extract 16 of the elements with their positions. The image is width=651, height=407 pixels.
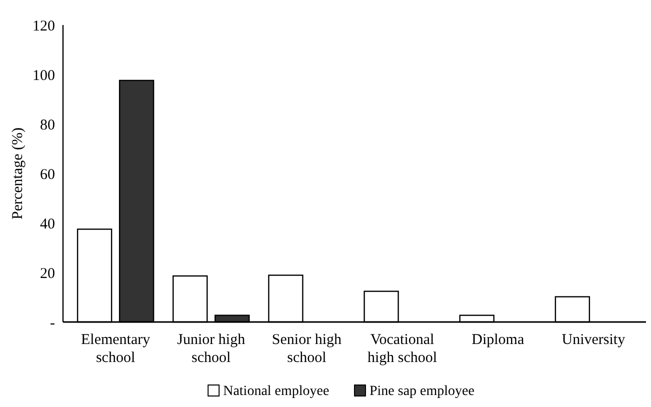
x-tick-label: Elementary school — [80, 332, 151, 366]
y-tick-label: 80 — [40, 117, 55, 134]
y-tick-label: 100 — [32, 68, 55, 84]
x-tick-label: Diploma — [472, 332, 524, 348]
y-tick-label: 120 — [32, 18, 55, 34]
legend-label: National employee — [223, 384, 330, 399]
x-tick-label: University — [562, 332, 626, 348]
x-tick-label: Junior high school — [177, 332, 246, 366]
legend-label: Pine sap employee — [370, 384, 474, 399]
x-tick-label: Senior high school — [272, 332, 342, 366]
y-tick-label: 60 — [40, 166, 55, 183]
y-tick-label: 20 — [40, 266, 55, 282]
x-tick-label: Vocational high school — [367, 332, 438, 366]
y-axis-title: Percentage (%) — [10, 127, 26, 220]
y-tick-label: 40 — [40, 216, 55, 232]
y-tick-label: - — [50, 315, 55, 332]
